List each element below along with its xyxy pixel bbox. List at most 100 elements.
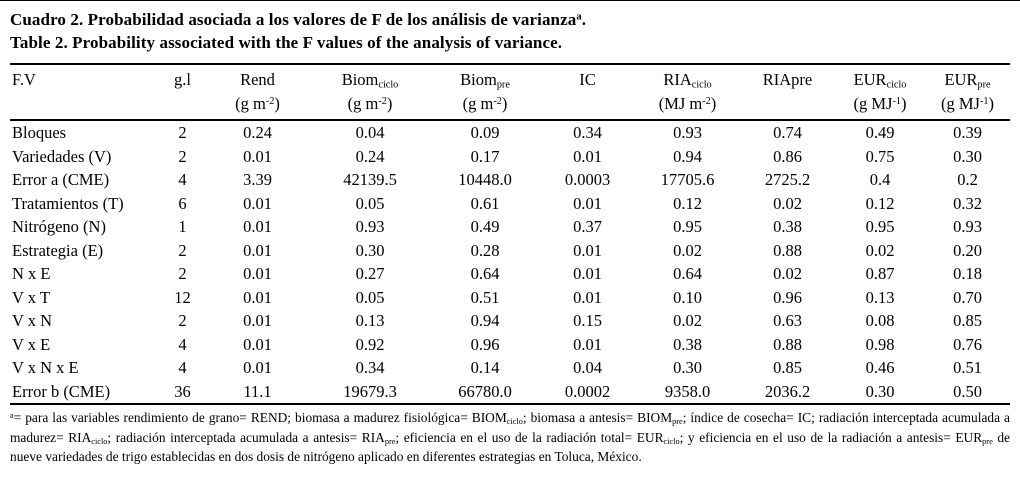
- cell-value: 0.02: [773, 264, 802, 283]
- column-header-biom-pre: Biompre (g m-2): [460, 70, 510, 113]
- cell-value: 0.85: [773, 358, 802, 377]
- cell-value: 0.63: [773, 311, 802, 330]
- cell-value: 0.93: [355, 217, 385, 236]
- cell-value: 0.02: [673, 311, 702, 330]
- cell-value: 0.87: [865, 264, 895, 283]
- cell-value: 0.76: [953, 334, 982, 354]
- cell-value: 0.75: [865, 146, 895, 166]
- cell-source-of-variation: V x N x E: [12, 358, 79, 377]
- cell-value: 0.24: [243, 123, 272, 142]
- cell-value: 36: [174, 381, 191, 401]
- cell-value: 0.20: [953, 240, 982, 260]
- table-header: F.V g.l Rend (g m-2) Biomciclo (g m-2) Biompre…: [10, 64, 1010, 120]
- cell-value: 0.18: [953, 264, 982, 283]
- table-row: Variedades (V) 2 0.01 0.24 0.17 0.01 0.94 0.86 0…: [10, 145, 1010, 169]
- cell-value: 2: [178, 311, 187, 330]
- cell-value: 0.12: [865, 193, 895, 213]
- column-header-ria-pre: RIApre: [762, 70, 813, 89]
- cell-value: 0.49: [865, 123, 895, 142]
- table-caption-english: Table 2. Probability associated with the…: [10, 33, 563, 52]
- cell-value: 0.0002: [564, 381, 611, 401]
- cell-value: 0.30: [953, 146, 982, 166]
- table-row: Error a (CME) 4 3.39 42139.5 10448.0 0.0003 17…: [10, 168, 1010, 192]
- cell-value: 0.34: [355, 358, 385, 377]
- cell-source-of-variation: Tratamientos (T): [12, 193, 124, 213]
- cell-value: 0.02: [673, 240, 702, 260]
- cell-value: 0.93: [673, 123, 702, 142]
- cell-value: 0.64: [673, 264, 702, 283]
- cell-value: 12: [174, 287, 191, 307]
- cell-source-of-variation: Estrategia (E): [12, 240, 104, 260]
- cell-value: 0.02: [865, 240, 895, 260]
- column-header-gl: g.l: [174, 70, 191, 89]
- cell-value: 19679.3: [343, 381, 397, 401]
- table-row: V x E 4 0.01 0.92 0.96 0.01 0.38 0.88 0.98 0.76: [10, 333, 1010, 357]
- cell-value: 0.01: [243, 217, 272, 236]
- cell-value: 0.09: [470, 123, 500, 142]
- column-header-fv: F.V: [12, 70, 36, 89]
- cell-value: 0.34: [573, 123, 602, 142]
- cell-value: 0.04: [573, 358, 602, 377]
- cell-value: 0.14: [470, 358, 500, 377]
- table-row: V x T 12 0.01 0.05 0.51 0.01 0.10 0.96 0.13 0.70: [10, 286, 1010, 310]
- table-row: N x E 2 0.01 0.27 0.64 0.01 0.64 0.02 0.87 0.18: [10, 262, 1010, 286]
- cell-source-of-variation: V x E: [12, 334, 51, 354]
- column-header-ic: IC: [579, 70, 596, 89]
- cell-value: 0.95: [865, 217, 895, 236]
- table-row: Estrategia (E) 2 0.01 0.30 0.28 0.01 0.02 0.88 0…: [10, 239, 1010, 263]
- cell-value: 0.30: [673, 358, 702, 377]
- table-row: V x N x E 4 0.01 0.34 0.14 0.04 0.30 0.85 0.46 0.…: [10, 356, 1010, 380]
- cell-source-of-variation: Bloques: [12, 123, 67, 142]
- cell-value: 0.27: [355, 264, 385, 283]
- cell-value: 0.85: [953, 311, 982, 330]
- cell-value: 0.01: [243, 264, 272, 283]
- cell-value: 0.24: [355, 146, 385, 166]
- table-row: Nitrógeno (N) 1 0.01 0.93 0.49 0.37 0.95 0.38 0.…: [10, 215, 1010, 239]
- column-header-eur-pre: EURpre (g MJ-1): [941, 70, 994, 113]
- cell-value: 0.98: [865, 334, 895, 354]
- cell-value: 0.49: [470, 217, 500, 236]
- cell-value: 0.95: [673, 217, 702, 236]
- table-row: Error b (CME) 36 11.1 19679.3 66780.0 0.0002 9…: [10, 380, 1010, 405]
- cell-value: 0.50: [953, 381, 982, 401]
- column-header-biom-ciclo: Biomciclo (g m-2): [341, 70, 399, 113]
- cell-value: 0.70: [953, 287, 982, 307]
- cell-value: 0.08: [865, 311, 895, 330]
- cell-value: 0.01: [243, 358, 272, 377]
- cell-value: 42139.5: [343, 170, 397, 189]
- cell-value: 0.51: [470, 287, 500, 307]
- column-header-ria-ciclo: RIAciclo (MJ m-2): [658, 70, 717, 113]
- cell-value: 0.93: [953, 217, 982, 236]
- cell-value: 0.01: [573, 287, 602, 307]
- cell-value: 0.61: [470, 193, 500, 213]
- cell-source-of-variation: Nitrógeno (N): [12, 217, 106, 236]
- cell-value: 0.37: [573, 217, 602, 236]
- cell-value: 11.1: [243, 381, 272, 401]
- cell-value: 0.01: [243, 240, 272, 260]
- cell-value: 4: [178, 334, 187, 354]
- cell-value: 0.13: [865, 287, 895, 307]
- cell-value: 0.39: [953, 123, 982, 142]
- cell-value: 6: [178, 193, 187, 213]
- cell-value: 0.01: [243, 193, 272, 213]
- column-header-eur-ciclo: EURciclo (g MJ-1): [853, 70, 907, 113]
- cell-value: 0.13: [355, 311, 385, 330]
- cell-value: 4: [178, 358, 187, 377]
- cell-value: 0.0003: [564, 170, 611, 189]
- cell-value: 2: [178, 123, 187, 142]
- cell-value: 0.01: [573, 264, 602, 283]
- table-row: Tratamientos (T) 6 0.01 0.05 0.61 0.01 0.12 0.0…: [10, 192, 1010, 216]
- cell-source-of-variation: Error a (CME): [12, 170, 110, 189]
- cell-value: 4: [178, 170, 187, 189]
- cell-value: 0.28: [470, 240, 500, 260]
- cell-value: 0.30: [865, 381, 895, 401]
- cell-value: 2: [178, 264, 187, 283]
- cell-source-of-variation: N x E: [12, 264, 51, 283]
- cell-value: 3.39: [243, 170, 272, 189]
- cell-value: 0.94: [673, 146, 702, 166]
- cell-value: 0.46: [865, 358, 895, 377]
- cell-source-of-variation: V x T: [12, 287, 50, 307]
- cell-value: 0.15: [573, 311, 602, 330]
- cell-value: 0.38: [773, 217, 802, 236]
- header-row: F.V g.l Rend (g m-2) Biomciclo (g m-2) Biompre…: [10, 64, 1010, 120]
